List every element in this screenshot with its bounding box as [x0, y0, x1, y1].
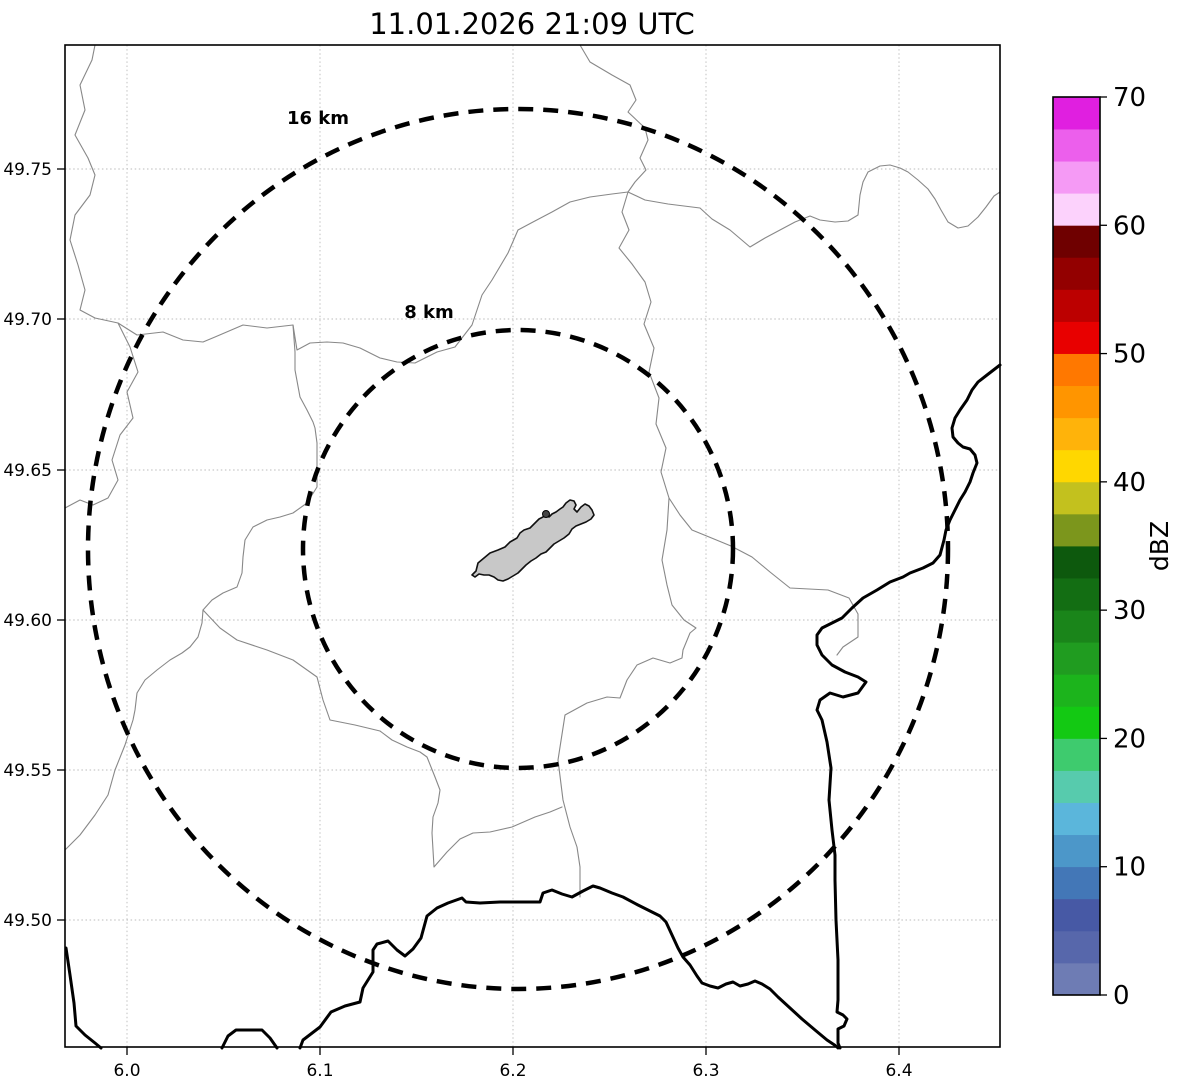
- radar-site-marker: [542, 510, 550, 518]
- river-line: [64, 469, 318, 851]
- colorbar-segment: [1053, 610, 1100, 643]
- y-axis-tick-label: 49.70: [3, 310, 52, 330]
- range-ring: [300, 327, 736, 771]
- colorbar-segment: [1053, 481, 1100, 515]
- colorbar-segment: [1053, 674, 1100, 707]
- colorbar-segment: [1053, 866, 1100, 900]
- x-axis-tick-label: 6.4: [885, 1061, 912, 1081]
- x-axis-tick-label: 6.1: [306, 1061, 333, 1081]
- country-border-line: [220, 1028, 279, 1050]
- country-border-line: [64, 946, 103, 1050]
- y-axis-tick-label: 49.55: [3, 761, 52, 781]
- colorbar-segment: [1053, 642, 1100, 675]
- colorbar-segment: [1053, 578, 1100, 611]
- colorbar-tick-label: 30: [1113, 596, 1146, 626]
- country-border-line: [298, 884, 840, 1050]
- colorbar-tick-label: 0: [1113, 981, 1130, 1011]
- colorbar-segment: [1053, 513, 1100, 547]
- colorbar-segment: [1053, 930, 1100, 964]
- river-line: [557, 497, 697, 898]
- river-line: [292, 324, 318, 471]
- colorbar-segment: [1053, 129, 1100, 162]
- colorbar-segment: [1053, 353, 1100, 387]
- colorbar-segment: [1053, 770, 1100, 803]
- y-axis-tick-label: 49.50: [3, 911, 52, 931]
- colorbar-tick-label: 20: [1113, 724, 1146, 754]
- y-axis-tick-label: 49.75: [3, 160, 52, 180]
- colorbar-tick-label: 70: [1113, 83, 1146, 113]
- colorbar-segment: [1053, 97, 1100, 130]
- colorbar-segment: [1053, 802, 1100, 836]
- colorbar-segment: [1053, 898, 1100, 932]
- river-line: [202, 609, 563, 868]
- colorbar-segment: [1053, 385, 1100, 419]
- colorbar-segment: [1053, 321, 1100, 354]
- y-axis-tick-label: 49.65: [3, 461, 52, 481]
- colorbar-segment: [1053, 417, 1100, 451]
- river-line: [69, 44, 119, 324]
- colorbar-segment: [1053, 546, 1100, 579]
- x-axis-tick-label: 6.2: [499, 1061, 526, 1081]
- colorbar-segment: [1053, 706, 1100, 739]
- colorbar-segment: [1053, 289, 1100, 322]
- river-line: [627, 164, 1001, 248]
- colorbar-segment: [1053, 193, 1100, 226]
- colorbar-axis-label: dBZ: [1145, 521, 1174, 571]
- x-axis-tick-label: 6.3: [692, 1061, 719, 1081]
- city-boundary: [471, 499, 595, 582]
- river-line: [64, 191, 629, 509]
- colorbar-segment: [1053, 161, 1100, 194]
- colorbar-segment: [1053, 225, 1100, 258]
- x-axis-tick-label: 6.0: [113, 1061, 140, 1081]
- colorbar-segment: [1053, 834, 1100, 868]
- colorbar-segment: [1053, 449, 1100, 483]
- y-axis-tick-label: 49.60: [3, 611, 52, 631]
- ring-label-16km: 16 km: [287, 108, 349, 129]
- plot-title: 11.01.2026 21:09 UTC: [369, 7, 695, 41]
- colorbar-tick-label: 10: [1113, 853, 1146, 883]
- colorbar-segment: [1053, 738, 1100, 771]
- colorbar-segment: [1053, 257, 1100, 290]
- colorbar-frame: [1052, 96, 1101, 996]
- colorbar-segment: [1053, 962, 1100, 996]
- colorbar-tick-label: 40: [1113, 468, 1146, 498]
- colorbar-tick-label: 50: [1113, 340, 1146, 370]
- plot-frame: [64, 44, 1001, 1048]
- colorbar-tick-label: 60: [1113, 211, 1146, 241]
- ring-label-8km: 8 km: [404, 302, 454, 323]
- country-border-line: [815, 363, 1002, 1050]
- range-ring: [85, 106, 951, 992]
- river-line: [579, 44, 859, 656]
